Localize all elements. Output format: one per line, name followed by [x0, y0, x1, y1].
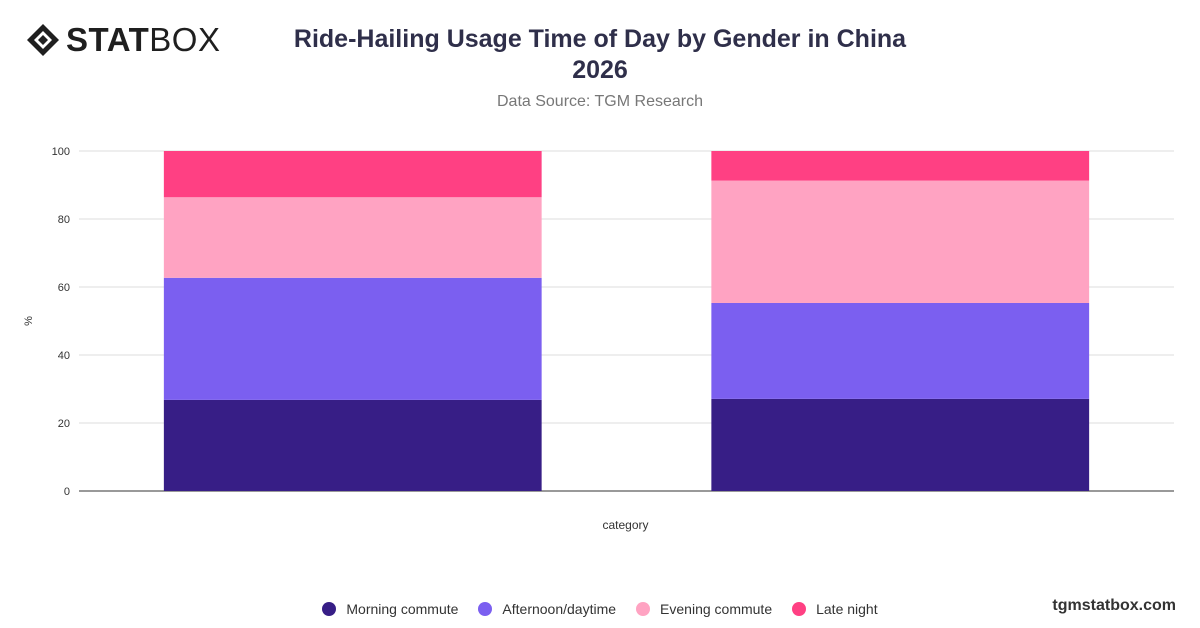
y-tick-label: 60 [58, 282, 70, 294]
chart-subtitle: Data Source: TGM Research [496, 93, 703, 110]
diamond-logo-icon [27, 24, 59, 56]
legend-label: Afternoon/daytime [502, 601, 617, 617]
logo-text-light: BOX [149, 21, 221, 58]
chart-legend: Morning commute Afternoon/daytime Evening … [0, 601, 1200, 617]
legend-item: Afternoon/daytime [478, 601, 616, 617]
legend-item: Late night [792, 601, 878, 617]
legend-swatch [478, 602, 493, 616]
legend-item: Evening commute [636, 601, 772, 617]
legend-swatch [792, 602, 807, 616]
bar-segment-morning-commute [711, 398, 1090, 491]
logo-text-bold: STAT [66, 21, 150, 58]
statbox-logo: STATBOX [26, 22, 220, 58]
y-tick-label: 0 [64, 486, 70, 498]
bar-segment-evening-commute [163, 197, 542, 278]
legend-label: Morning commute [346, 601, 459, 617]
chart-title: Ride-Hailing Usage Time of Day by Gender… [293, 25, 907, 84]
y-tick-label: 40 [58, 350, 70, 362]
y-tick-label: 100 [52, 146, 70, 158]
bar-segment-late-night [163, 151, 542, 198]
x-axis-label: category [602, 518, 648, 532]
logo-text: STATBOX [66, 22, 220, 58]
legend-item: Morning commute [322, 601, 458, 617]
legend-swatch [322, 602, 337, 616]
bar-segment-afternoon-daytime [711, 302, 1090, 399]
bar-segment-afternoon-daytime [163, 277, 542, 400]
y-tick-label: 20 [58, 418, 70, 430]
bar-segment-late-night [711, 151, 1090, 181]
watermark: tgmstatbox.com [1052, 597, 1176, 614]
legend-label: Evening commute [660, 601, 773, 617]
bar-segment-morning-commute [163, 399, 542, 491]
legend-swatch [636, 602, 651, 616]
legend-label: Late night [816, 601, 878, 617]
y-axis-label: % [23, 316, 35, 326]
bar-segment-evening-commute [711, 180, 1090, 303]
y-tick-label: 80 [58, 214, 70, 226]
